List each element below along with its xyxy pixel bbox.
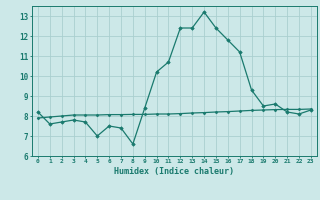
X-axis label: Humidex (Indice chaleur): Humidex (Indice chaleur) — [115, 167, 234, 176]
